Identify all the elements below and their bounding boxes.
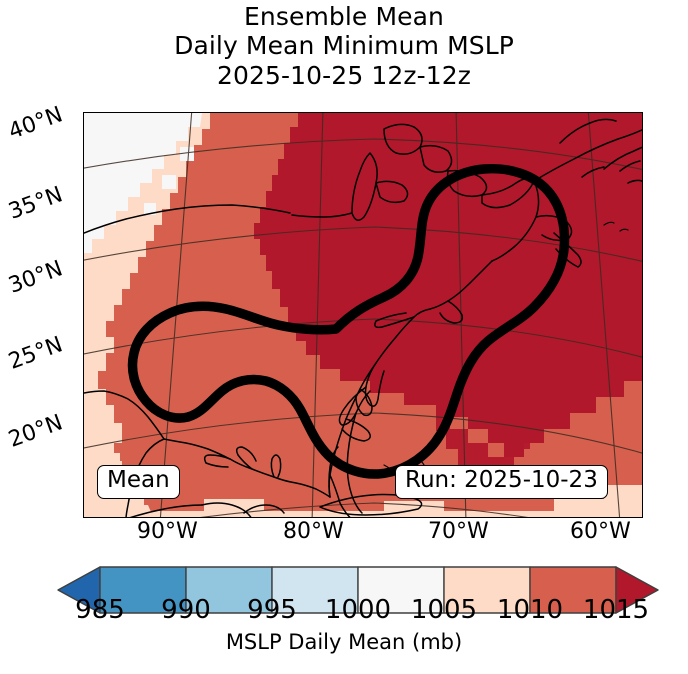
colorbar-tick-1010: 1010	[496, 595, 564, 625]
colorbar-tick-1015: 1015	[582, 595, 650, 625]
lat-label-40n: 40°N	[5, 102, 67, 145]
graticule	[84, 113, 642, 517]
colorbar-band-1	[185, 566, 273, 614]
colorbar-band-2	[271, 566, 359, 614]
mean-annotation-box: Mean	[97, 465, 180, 499]
map-canvas	[84, 113, 642, 517]
lat-label-35n: 35°N	[5, 182, 67, 225]
chart-title: Ensemble Mean Daily Mean Minimum MSLP 20…	[0, 2, 688, 90]
colorbar-tick-1000: 1000	[324, 595, 392, 625]
colorbar-swatches	[57, 566, 659, 614]
coastlines	[84, 118, 642, 517]
lat-label-30n: 30°N	[5, 256, 67, 299]
colorbar-band-3	[357, 566, 445, 614]
colorbar: 985 990 995 1000 1005 1010 1015 MSLP Dai…	[0, 555, 688, 674]
colorbar-tick-995: 995	[247, 595, 297, 625]
colorbar-over-arrow	[615, 566, 659, 614]
run-annotation-box: Run: 2025-10-23	[395, 465, 608, 499]
lon-label-90w: 90°W	[137, 519, 198, 544]
title-line-3: 2025-10-25 12z-12z	[217, 60, 471, 90]
mslp-filled-contours	[84, 113, 642, 517]
lon-label-80w: 80°W	[283, 519, 344, 544]
map-plot-area: Mean Run: 2025-10-23	[83, 112, 643, 518]
colorbar-tick-990: 990	[161, 595, 211, 625]
lon-label-70w: 70°W	[428, 519, 489, 544]
colorbar-band-0	[99, 566, 187, 614]
title-line-1: Ensemble Mean	[244, 2, 444, 31]
colorbar-tick-985: 985	[75, 595, 125, 625]
mean-highlight-contour	[127, 163, 570, 479]
lat-label-20n: 20°N	[5, 410, 67, 453]
lat-label-25n: 25°N	[5, 332, 67, 375]
colorbar-axis-label: MSLP Daily Mean (mb)	[225, 630, 463, 654]
colorbar-band-4	[443, 566, 531, 614]
map-figure: Mean Run: 2025-10-23	[83, 112, 643, 518]
colorbar-tick-1005: 1005	[410, 595, 478, 625]
title-line-2: Daily Mean Minimum MSLP	[174, 31, 514, 61]
lon-label-60w: 60°W	[570, 519, 631, 544]
